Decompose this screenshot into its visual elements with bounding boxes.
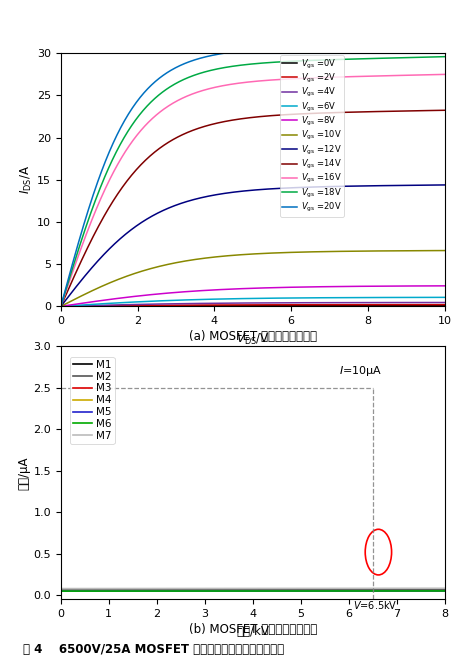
Text: (a) MOSFET 芯片输出特性曲线: (a) MOSFET 芯片输出特性曲线 (189, 330, 317, 343)
Text: (b) MOSFET 芯片阻断特性曲线: (b) MOSFET 芯片阻断特性曲线 (189, 623, 317, 636)
Y-axis label: 电流/μA: 电流/μA (18, 456, 30, 490)
Legend: $V_{\rm gs}$ =0V, $V_{\rm gs}$ =2V, $V_{\rm gs}$ =4V, $V_{\rm gs}$ =6V, $V_{\rm : $V_{\rm gs}$ =0V, $V_{\rm gs}$ =2V, $V_{… (280, 55, 344, 216)
Legend: M1, M2, M3, M4, M5, M6, M7: M1, M2, M3, M4, M5, M6, M7 (70, 356, 115, 444)
Y-axis label: $I_{\mathrm{DS}}$/A: $I_{\mathrm{DS}}$/A (19, 165, 34, 194)
Text: $V$=6.5kV: $V$=6.5kV (353, 599, 397, 611)
Text: $I$=10μA: $I$=10μA (339, 364, 382, 378)
Text: 图 4    6500V/25A MOSFET 芯片输出和阻断特性测试曲线: 图 4 6500V/25A MOSFET 芯片输出和阻断特性测试曲线 (23, 643, 285, 656)
X-axis label: 电压/kV: 电压/kV (236, 625, 269, 637)
X-axis label: $V_{\mathrm{DS}}$/V: $V_{\mathrm{DS}}$/V (236, 332, 270, 347)
